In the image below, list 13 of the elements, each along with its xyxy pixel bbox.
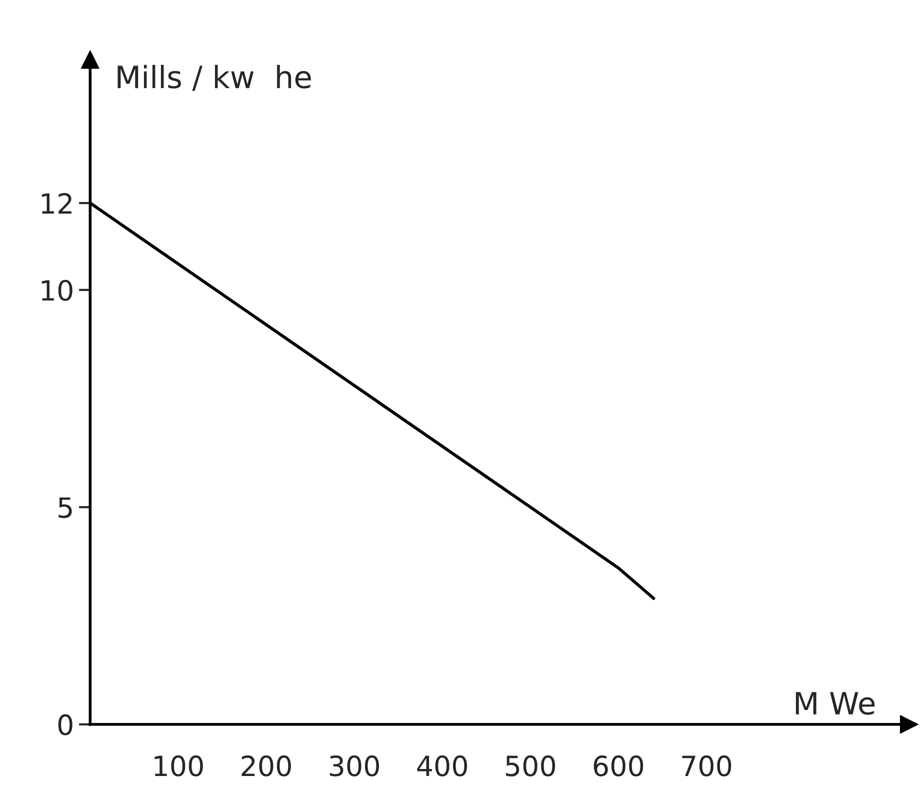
y-tick-label: 5 xyxy=(58,497,72,518)
y-tick-label: 0 xyxy=(58,714,72,736)
x-tick-label: 500 xyxy=(506,755,556,776)
y-axis-title: Mills / kw he xyxy=(118,64,311,91)
x-tick-label: 600 xyxy=(594,755,644,776)
x-tick-label: 100 xyxy=(154,755,203,776)
y-tick-label: 12 xyxy=(42,192,72,214)
x-tick-label: 400 xyxy=(417,755,467,776)
x-tick-label: 200 xyxy=(242,755,291,776)
x-axis-title: M We xyxy=(796,692,875,715)
y-tick-label: 10 xyxy=(42,280,72,301)
x-tick-label: 700 xyxy=(682,755,732,776)
x-tick-label: 300 xyxy=(330,755,379,776)
